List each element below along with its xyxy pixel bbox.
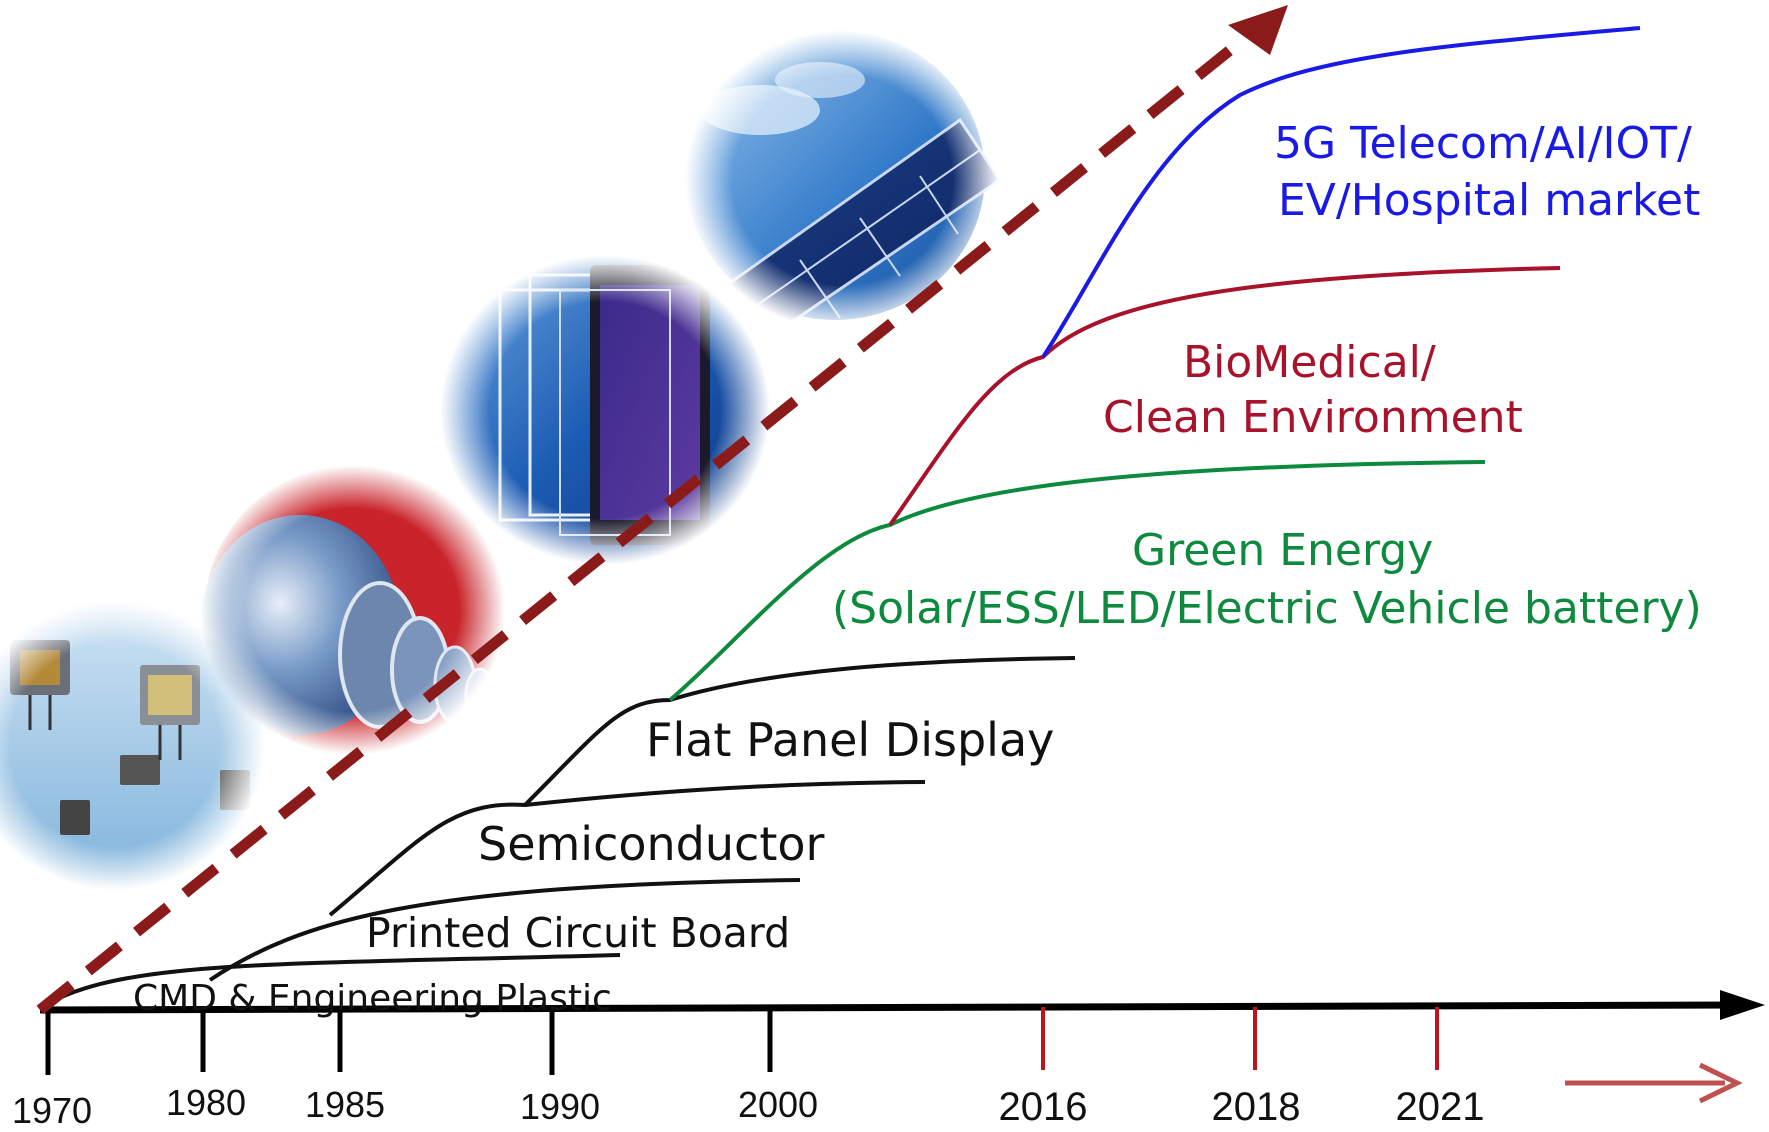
curve-pcb xyxy=(208,878,801,982)
year-label-1990: 1990 xyxy=(519,1086,601,1127)
trend-arrowhead xyxy=(1228,5,1288,55)
curve-green xyxy=(668,460,1486,702)
year-label-1985: 1985 xyxy=(304,1084,386,1125)
label-ev-hospital: EV/Hospital market xyxy=(1278,175,1701,226)
year-label-2021: 2021 xyxy=(1395,1085,1485,1129)
label-biomedical: BioMedical/ xyxy=(1183,337,1436,388)
curve-fpd xyxy=(523,656,1076,807)
year-label-2016: 2016 xyxy=(998,1085,1088,1129)
curve-bio xyxy=(888,266,1561,527)
label-cmd: CMD & Engineering Plastic xyxy=(133,978,612,1019)
time-axis-arrowhead xyxy=(1720,990,1765,1020)
future-arrowhead xyxy=(1698,1062,1743,1104)
label-clean-environment: Clean Environment xyxy=(1103,392,1523,443)
year-label-1970: 1970 xyxy=(11,1090,93,1131)
curve-semi xyxy=(328,780,926,917)
label-5g-telecom: 5G Telecom/AI/IOT/ xyxy=(1274,118,1692,169)
time-axis xyxy=(39,1001,1741,1014)
year-label-2000: 2000 xyxy=(737,1084,819,1125)
year-ticks xyxy=(45,1007,1439,1075)
trend-arrow xyxy=(36,33,1249,1015)
curve-cmd xyxy=(38,953,621,1010)
electronic-components-image xyxy=(0,600,265,890)
silicon-wafers-image xyxy=(200,465,505,755)
solar-panel-image xyxy=(685,30,1003,332)
year-label-2018: 2018 xyxy=(1211,1085,1301,1129)
year-label-1980: 1980 xyxy=(165,1082,247,1123)
label-pcb: Printed Circuit Board xyxy=(366,909,791,957)
label-green-energy: Green Energy xyxy=(1132,525,1434,576)
label-green-energy-detail: (Solar/ESS/LED/Electric Vehicle battery) xyxy=(832,583,1702,634)
display-panels-image xyxy=(440,255,770,565)
label-flat-panel-display: Flat Panel Display xyxy=(646,713,1055,767)
label-semiconductor: Semiconductor xyxy=(478,817,825,871)
curve-telecom xyxy=(1041,26,1641,359)
